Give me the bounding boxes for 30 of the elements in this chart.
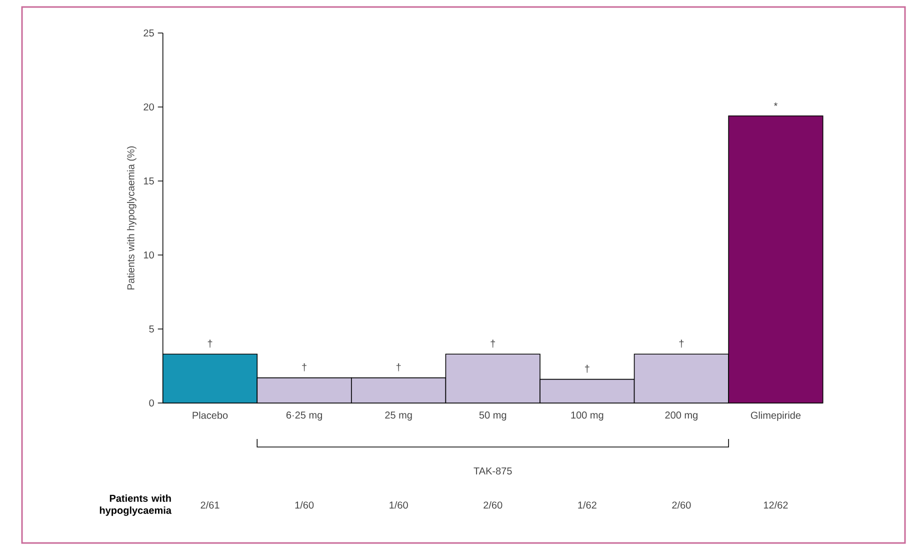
text: TAK-875 — [474, 467, 512, 475]
annotation: † — [679, 340, 684, 348]
x-tick-label: 6·25 mg — [286, 412, 322, 421]
data-label: 2/60 — [672, 501, 691, 509]
text: Patients with hypoglycaemia — [100, 494, 172, 516]
data-label: 1/60 — [295, 501, 314, 509]
y-axis-title: Patients with hypoglycaemia (%) — [127, 146, 136, 290]
annotation: † — [396, 363, 401, 372]
y-tick-label: 15 — [144, 178, 154, 184]
y-tick-label: 5 — [149, 326, 154, 332]
x-tick-label: 100 mg — [571, 412, 604, 421]
data-label: 1/62 — [578, 501, 596, 509]
annotation: † — [302, 363, 306, 372]
data-label: 2/60 — [484, 501, 502, 509]
data-label: 12/62 — [764, 501, 788, 509]
annotation: † — [208, 340, 212, 348]
annotation: * — [774, 102, 778, 106]
annotation: † — [585, 364, 590, 373]
y-tick-label: 25 — [144, 29, 154, 37]
x-tick-label: 200 mg — [665, 412, 698, 421]
y-tick-label: 0 — [149, 399, 154, 407]
x-tick-label: 25 mg — [385, 412, 412, 421]
y-tick-label: 20 — [144, 103, 154, 111]
data-label: 2/61 — [200, 501, 220, 509]
x-tick-label: 50 mg — [479, 412, 506, 421]
data-label: 1/60 — [390, 501, 408, 509]
y-tick-label: 10 — [144, 251, 154, 259]
annotation: † — [490, 340, 495, 348]
x-tick-label: Glimepiride — [750, 412, 801, 421]
x-tick-label: Placebo — [192, 412, 228, 419]
